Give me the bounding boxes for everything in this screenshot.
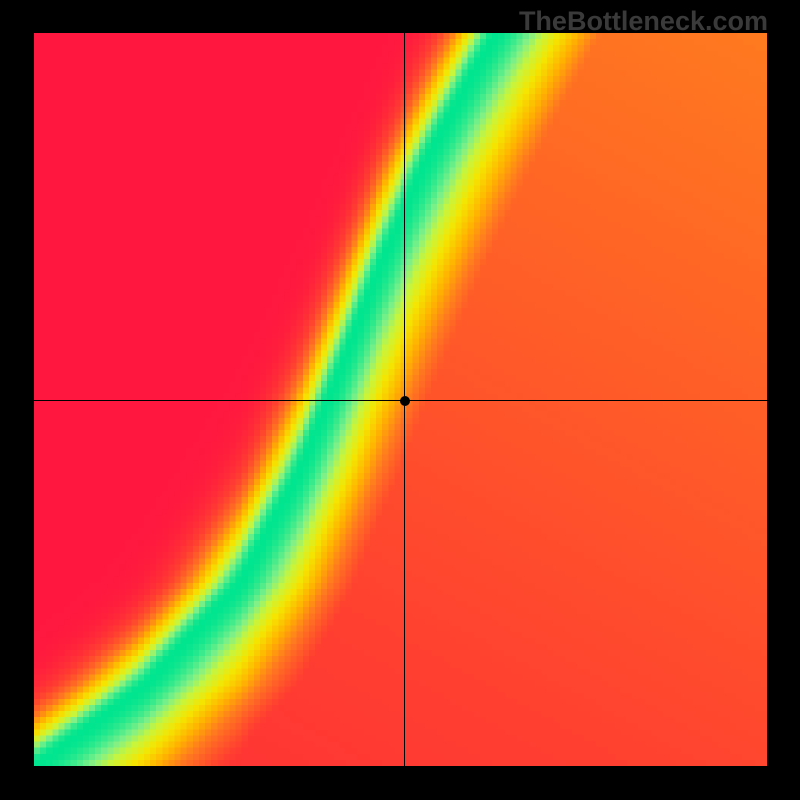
current-point-marker [400,396,410,406]
watermark-text: TheBottleneck.com [519,6,768,37]
plot-area [34,33,767,766]
chart-frame: TheBottleneck.com [0,0,800,800]
